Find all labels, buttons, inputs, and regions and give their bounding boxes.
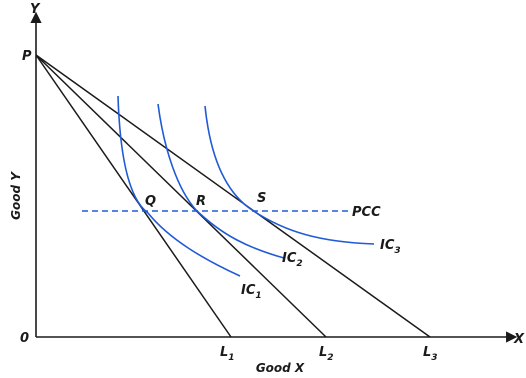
y-axis-letter: Y — [30, 2, 41, 17]
point-p-label: P — [22, 49, 32, 64]
indifference-curve-ic1 — [117, 95, 241, 277]
y-axis-title: Good Y — [9, 171, 23, 220]
budget-line-l1 — [35, 54, 232, 338]
l1-label: L1 — [220, 345, 235, 363]
x-axis-letter: X — [513, 332, 525, 347]
budget-line-l2 — [35, 54, 327, 338]
point-r-label: R — [196, 194, 206, 209]
ic3-label: IC3 — [380, 238, 401, 256]
indifference-curve-ic3 — [204, 105, 375, 245]
l3-label: L3 — [423, 345, 438, 363]
origin-label: 0 — [20, 331, 29, 346]
budget-line-l3 — [35, 54, 431, 338]
pcc-label: PCC — [352, 205, 381, 220]
ic1-label: IC1 — [241, 283, 262, 301]
x-axis-title: Good X — [256, 361, 305, 375]
indifference-curve-ic2 — [157, 103, 285, 259]
ic2-label: IC2 — [282, 251, 303, 269]
l2-label: L2 — [319, 345, 334, 363]
point-q-label: Q — [145, 194, 156, 209]
point-s-label: S — [257, 191, 266, 206]
